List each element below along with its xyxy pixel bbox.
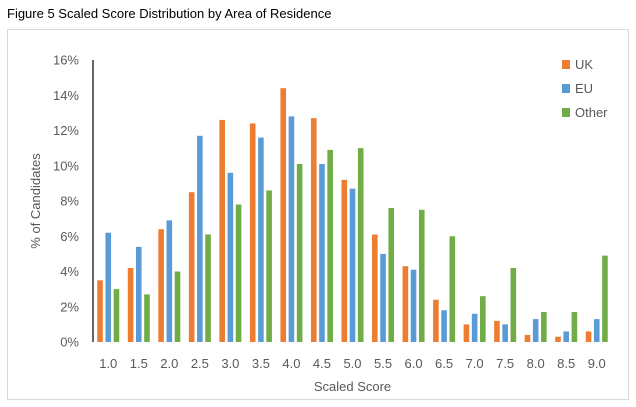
bar-eu: [349, 188, 356, 342]
bar-uk: [158, 229, 164, 342]
bar-eu: [166, 220, 173, 342]
bar-uk: [524, 334, 531, 342]
bar-other: [510, 267, 517, 342]
bar-uk: [249, 123, 256, 342]
bar-other: [327, 149, 333, 342]
x-tick-label: 1.5: [130, 356, 148, 371]
bar-uk: [555, 336, 561, 342]
y-tick-label: 2%: [60, 299, 79, 314]
bar-eu: [502, 324, 508, 343]
bar-uk: [585, 331, 592, 342]
bar-uk: [127, 267, 134, 342]
x-tick-label: 5.0: [343, 356, 361, 371]
y-tick-label: 16%: [53, 53, 79, 68]
y-tick-label: 12%: [53, 123, 79, 138]
bar-eu: [197, 135, 203, 342]
y-tick-label: 4%: [60, 264, 79, 279]
bar-eu: [380, 253, 386, 343]
bar-other: [449, 236, 456, 342]
bar-other: [571, 312, 578, 342]
x-tick-label: 7.5: [496, 356, 514, 371]
y-tick-label: 8%: [60, 194, 79, 209]
legend-swatch-uk: [562, 60, 570, 69]
bar-other: [418, 209, 425, 342]
bar-eu: [105, 232, 112, 342]
bar-other: [113, 289, 120, 343]
bar-other: [144, 294, 150, 342]
y-axis-ticks: 0% 2% 4% 6% 8% 10% 12% 14% 16%: [53, 53, 79, 350]
bar-uk: [402, 266, 409, 342]
legend-label-other: Other: [575, 105, 608, 120]
bar-other: [480, 296, 486, 342]
x-tick-label: 1.0: [99, 356, 117, 371]
legend-swatch-eu: [562, 84, 570, 93]
x-tick-label: 8.0: [527, 356, 545, 371]
bar-eu: [441, 310, 447, 342]
x-tick-label: 2.5: [191, 356, 209, 371]
bar-uk: [463, 324, 470, 343]
y-tick-label: 6%: [60, 229, 79, 244]
bar-eu: [288, 116, 295, 343]
bar-eu: [471, 313, 478, 342]
bar-uk: [219, 119, 225, 343]
x-tick-label: 3.0: [221, 356, 239, 371]
bar-eu: [563, 331, 570, 342]
bars: [97, 88, 608, 343]
x-tick-label: 6.5: [435, 356, 453, 371]
figure-title: Figure 5 Scaled Score Distribution by Ar…: [7, 6, 332, 21]
legend: UK EU Other: [562, 57, 608, 120]
bar-other: [174, 271, 181, 342]
bar-uk: [433, 299, 439, 342]
bar-eu: [410, 269, 417, 342]
bar-uk: [310, 118, 317, 342]
bar-eu: [319, 163, 325, 342]
bar-eu: [135, 246, 142, 342]
bar-other: [235, 204, 242, 342]
x-tick-label: 4.0: [282, 356, 300, 371]
x-axis-title: Scaled Score: [314, 379, 391, 394]
bar-eu: [227, 172, 234, 342]
bar-eu: [593, 319, 600, 342]
x-tick-label: 8.5: [557, 356, 575, 371]
y-tick-label: 14%: [53, 88, 79, 103]
bar-other: [388, 208, 395, 342]
chart-frame: [7, 29, 629, 400]
y-axis-title: % of Candidates: [28, 153, 43, 249]
bar-uk: [372, 234, 378, 342]
x-tick-label: 9.0: [588, 356, 606, 371]
bar-other: [541, 312, 547, 342]
bar-eu: [258, 137, 264, 342]
bar-uk: [341, 179, 348, 342]
x-tick-label: 2.0: [160, 356, 178, 371]
x-tick-label: 7.0: [466, 356, 484, 371]
legend-label-uk: UK: [575, 57, 593, 72]
bar-uk: [280, 88, 287, 342]
y-tick-label: 10%: [53, 158, 79, 173]
bar-other: [266, 190, 272, 342]
x-tick-label: 5.5: [374, 356, 392, 371]
bar-uk: [188, 192, 195, 342]
bar-other: [205, 234, 211, 342]
x-axis-ticks: 1.0 1.5 2.0 2.5 3.0 3.5 4.0 4.5 5.0 5.5 6.0 6.5 7.0 7…: [99, 356, 606, 371]
x-tick-label: 3.5: [252, 356, 270, 371]
bar-uk: [494, 320, 500, 342]
legend-swatch-other: [562, 108, 570, 117]
y-tick-label: 0%: [60, 335, 79, 350]
legend-label-eu: EU: [575, 81, 593, 96]
x-tick-label: 6.0: [405, 356, 423, 371]
bar-uk: [97, 280, 103, 342]
x-tick-label: 4.5: [313, 356, 331, 371]
bar-other: [357, 148, 364, 343]
bar-other: [602, 255, 608, 342]
bar-other: [296, 163, 303, 342]
bar-eu: [532, 319, 539, 342]
